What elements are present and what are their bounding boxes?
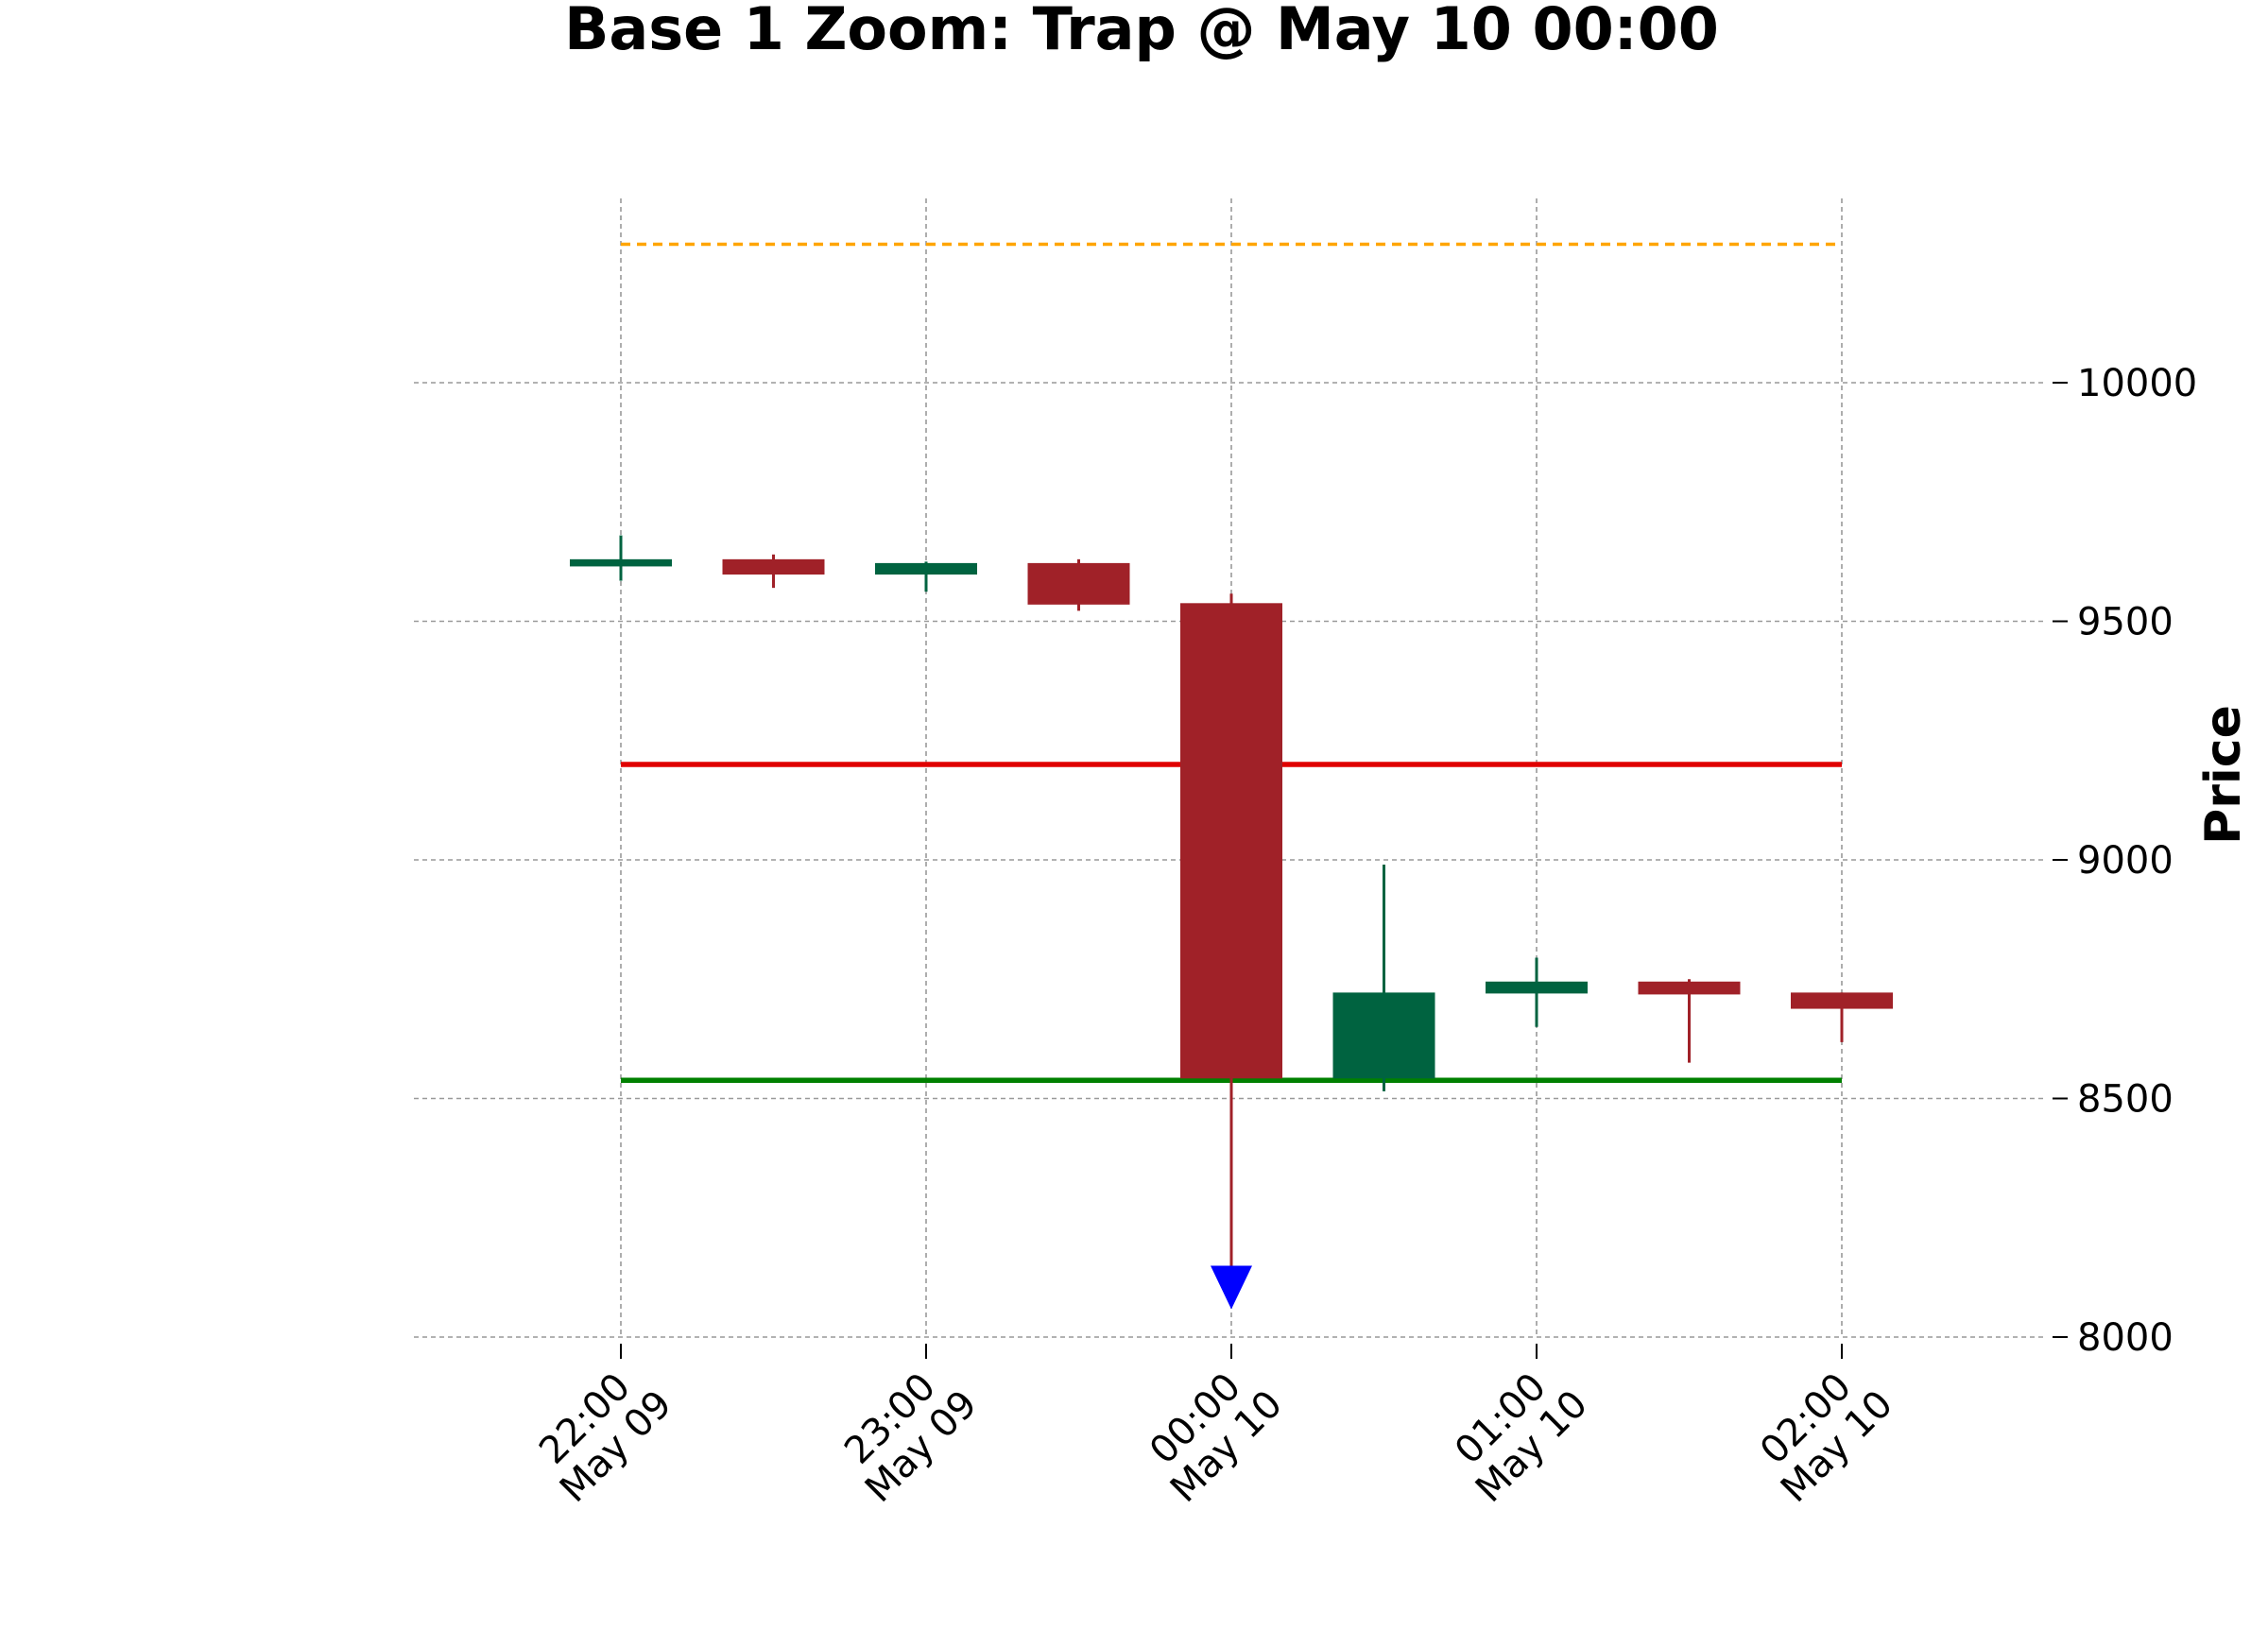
y-tick-label: 9500 xyxy=(2077,601,2174,644)
candle xyxy=(875,561,977,592)
candle-body xyxy=(570,558,672,567)
trap-marker xyxy=(1211,1265,1252,1310)
candle-body xyxy=(722,558,825,575)
candle-body xyxy=(1791,992,1893,1009)
candle xyxy=(1791,992,1893,1042)
candle xyxy=(1486,957,1588,1027)
candle xyxy=(722,554,825,589)
y-tick-label: 10000 xyxy=(2077,362,2197,405)
candle xyxy=(1638,979,1741,1063)
y-tick-label: 8000 xyxy=(2077,1316,2174,1360)
candle xyxy=(1332,865,1435,1091)
y-axis-label: Price xyxy=(2195,705,2252,845)
markers xyxy=(1211,1265,1252,1310)
grid xyxy=(414,198,2045,1338)
candle-body xyxy=(1180,603,1282,1079)
candle-body xyxy=(1486,981,1588,994)
candle xyxy=(1027,558,1130,611)
candle-body xyxy=(1332,992,1435,1079)
candles xyxy=(570,535,1893,1285)
y-tick-label: 9000 xyxy=(2077,839,2174,883)
candle-body xyxy=(1027,562,1130,605)
y-tick-label: 8500 xyxy=(2077,1078,2174,1122)
candle xyxy=(570,535,672,581)
candle-body xyxy=(875,562,977,575)
candle-body xyxy=(1638,981,1741,995)
chart-title: Base 1 Zoom: Trap @ May 10 00:00 xyxy=(564,0,1719,63)
candle xyxy=(1180,593,1282,1285)
